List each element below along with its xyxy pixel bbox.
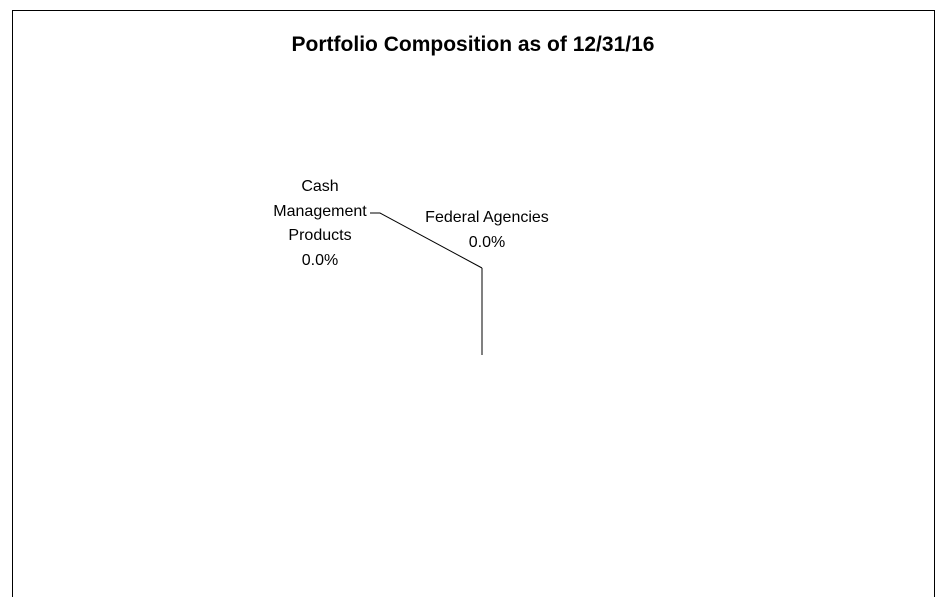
chart-frame bbox=[12, 10, 935, 597]
slice-value: 0.0% bbox=[301, 251, 339, 269]
leader-line bbox=[370, 212, 483, 269]
slice-category: Cash Management Products bbox=[273, 178, 367, 244]
slice-category: Federal Agencies bbox=[425, 209, 549, 226]
slice-label: Cash Management Products 0.0% bbox=[262, 175, 378, 273]
slice-label: Federal Agencies 0.0% bbox=[397, 206, 577, 255]
chart-title: Portfolio Composition as of 12/31/16 bbox=[291, 33, 655, 56]
slice-value: 0.0% bbox=[468, 233, 506, 251]
